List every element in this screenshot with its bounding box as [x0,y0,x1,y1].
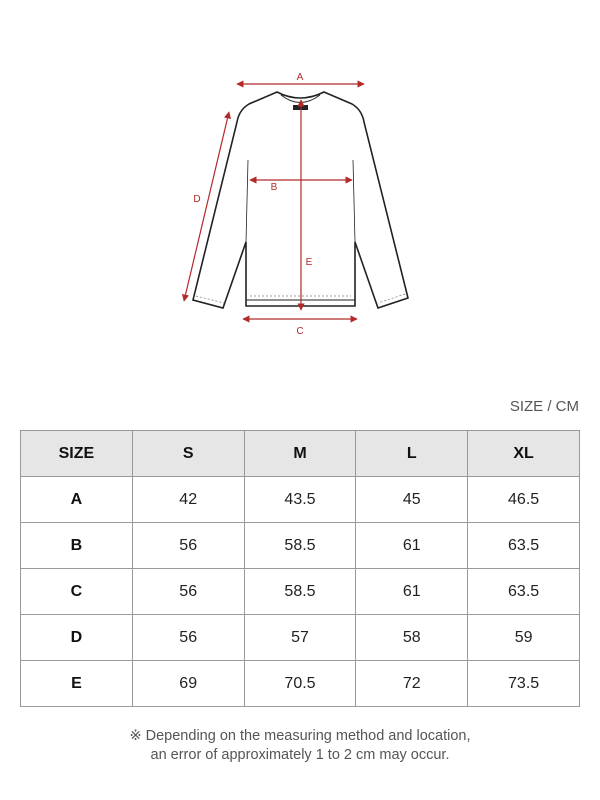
table-cell: 46.5 [467,476,580,523]
row-label: E [20,660,133,707]
table-cell: 42 [131,476,245,523]
measurement-note: ※ Depending on the measuring method and … [0,727,600,765]
arrow-d [181,111,232,302]
table-cell: 70.5 [243,660,357,707]
label-c: C [296,326,303,337]
row-label: C [20,568,133,615]
note-line-2: an error of approximately 1 to 2 cm may … [150,747,450,763]
label-a: A [297,72,304,83]
header-cell: M [243,430,357,477]
label-b: B [271,182,278,193]
header-cell: SIZE [20,430,133,477]
table-cell: 59 [467,614,580,661]
table-cell: 73.5 [467,660,580,707]
note-line-1: ※ Depending on the measuring method and … [129,728,471,744]
table-cell: 56 [131,614,245,661]
row-label: A [20,476,133,523]
table-cell: 69 [131,660,245,707]
garment-diagram: A B C D E [181,72,409,337]
table-cell: 45 [355,476,469,523]
header-cell: XL [467,430,580,477]
table-row: C 56 58.5 61 63.5 [20,568,580,615]
size-table: SIZE S M L XL A 42 43.5 45 46.5 B 56 58.5 61 63.5… [20,430,580,707]
table-cell: 56 [131,568,245,615]
table-cell: 61 [355,568,469,615]
table-cell: 58.5 [243,568,357,615]
row-label: D [20,614,133,661]
table-cell: 63.5 [467,522,580,569]
table-cell: 63.5 [467,568,580,615]
table-cell: 43.5 [243,476,357,523]
unit-label: SIZE / CM [509,398,579,415]
label-d: D [193,194,200,205]
row-label: B [20,522,133,569]
header-cell: L [355,430,469,477]
table-row: B 56 58.5 61 63.5 [20,522,580,569]
table-row: D 56 57 58 59 [20,614,580,661]
header-cell: S [131,430,245,477]
table-cell: 58 [355,614,469,661]
table-cell: 56 [131,522,245,569]
table-cell: 61 [355,522,469,569]
table-cell: 57 [243,614,357,661]
table-header-row: SIZE S M L XL [20,430,580,477]
table-row: A 42 43.5 45 46.5 [20,476,580,523]
table-cell: 58.5 [243,522,357,569]
label-e: E [306,257,313,268]
table-cell: 72 [355,660,469,707]
table-row: E 69 70.5 72 73.5 [20,660,580,707]
